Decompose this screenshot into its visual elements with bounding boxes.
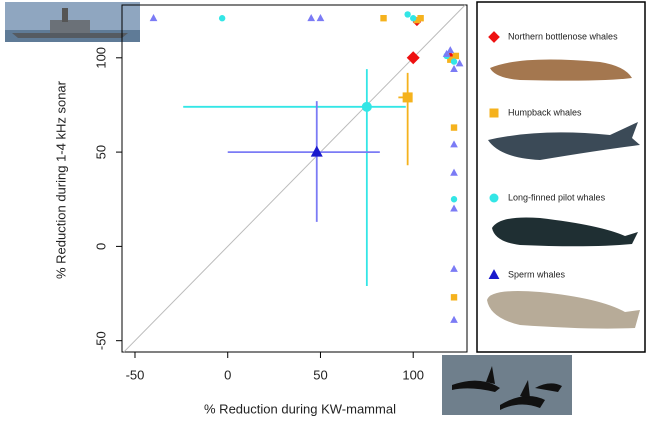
point (446, 46, 455, 54)
point (218, 15, 226, 22)
point (149, 14, 158, 22)
legend-label: Northern bottlenose whales (508, 31, 618, 41)
y-tick-label: -50 (93, 331, 108, 350)
y-tick-label: 50 (93, 145, 108, 159)
point (307, 14, 316, 22)
mean-marker (361, 101, 372, 112)
point (380, 15, 387, 22)
point (450, 196, 458, 203)
point (450, 58, 458, 65)
x-tick-label: 0 (224, 367, 231, 382)
x-axis-label: % Reduction during KW-mammal (204, 401, 396, 416)
mean-marker (402, 92, 413, 103)
point (410, 15, 417, 22)
legend-marker (489, 108, 499, 118)
legend-marker (489, 193, 499, 203)
point (452, 52, 460, 60)
point (450, 64, 458, 72)
point (316, 14, 325, 22)
point (447, 56, 454, 63)
y-axis-label: % Reduction during 1-4 kHz sonar (53, 80, 68, 279)
point (450, 294, 458, 301)
point (413, 16, 421, 24)
legend-marker (488, 269, 500, 280)
x-tick-label: 100 (402, 367, 424, 382)
legend-label: Sperm whales (508, 269, 566, 279)
whale-illustrations (487, 59, 640, 329)
point (446, 51, 455, 61)
plot-frame (121, 4, 468, 353)
mean-marker (310, 145, 323, 157)
point (455, 59, 464, 67)
point (450, 124, 458, 131)
legend-label: Humpback whales (508, 107, 582, 117)
point (442, 49, 451, 57)
point (450, 204, 458, 212)
point (450, 315, 458, 323)
point (404, 11, 411, 18)
legend-label: Long-finned pilot whales (508, 192, 606, 202)
y-tick-label: 0 (93, 243, 108, 250)
point (450, 140, 458, 148)
identity-line (123, 4, 466, 353)
x-tick-label: -50 (126, 367, 145, 382)
mean-marker (406, 51, 420, 65)
y-tick-label: 100 (93, 47, 108, 69)
point (450, 264, 458, 272)
legend-marker (488, 31, 500, 43)
point (450, 168, 458, 176)
x-tick-label: 50 (313, 367, 327, 382)
ship-photo (5, 2, 140, 42)
point (417, 15, 424, 22)
orca-photo (442, 355, 572, 415)
